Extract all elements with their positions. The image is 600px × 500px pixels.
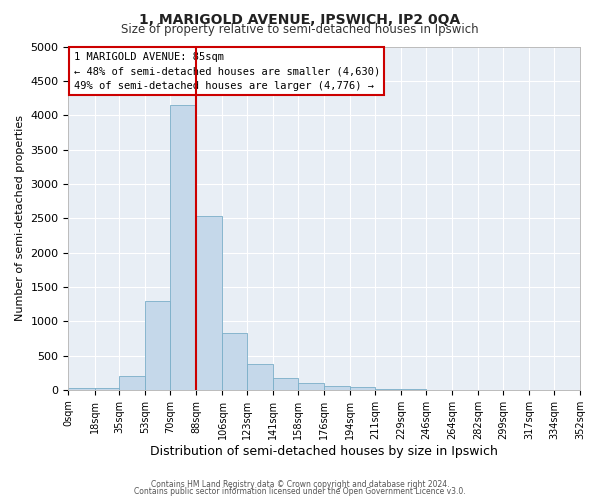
Text: 1, MARIGOLD AVENUE, IPSWICH, IP2 0QA: 1, MARIGOLD AVENUE, IPSWICH, IP2 0QA <box>139 12 461 26</box>
Bar <box>350 387 375 390</box>
Bar <box>324 386 350 390</box>
Text: Size of property relative to semi-detached houses in Ipswich: Size of property relative to semi-detach… <box>121 22 479 36</box>
Bar <box>145 300 170 390</box>
Text: 1 MARIGOLD AVENUE: 85sqm
← 48% of semi-detached houses are smaller (4,630)
49% o: 1 MARIGOLD AVENUE: 85sqm ← 48% of semi-d… <box>74 52 380 92</box>
Bar <box>196 216 223 390</box>
Bar <box>223 333 247 390</box>
Bar <box>119 376 145 390</box>
Bar <box>95 388 119 390</box>
Bar <box>247 364 274 390</box>
Text: Contains HM Land Registry data © Crown copyright and database right 2024.: Contains HM Land Registry data © Crown c… <box>151 480 449 489</box>
Bar <box>274 378 298 390</box>
Y-axis label: Number of semi-detached properties: Number of semi-detached properties <box>15 115 25 321</box>
Text: Contains public sector information licensed under the Open Government Licence v3: Contains public sector information licen… <box>134 487 466 496</box>
Bar <box>375 389 401 390</box>
Bar <box>170 105 196 390</box>
Bar <box>68 388 95 390</box>
Bar <box>298 383 324 390</box>
X-axis label: Distribution of semi-detached houses by size in Ipswich: Distribution of semi-detached houses by … <box>150 444 498 458</box>
